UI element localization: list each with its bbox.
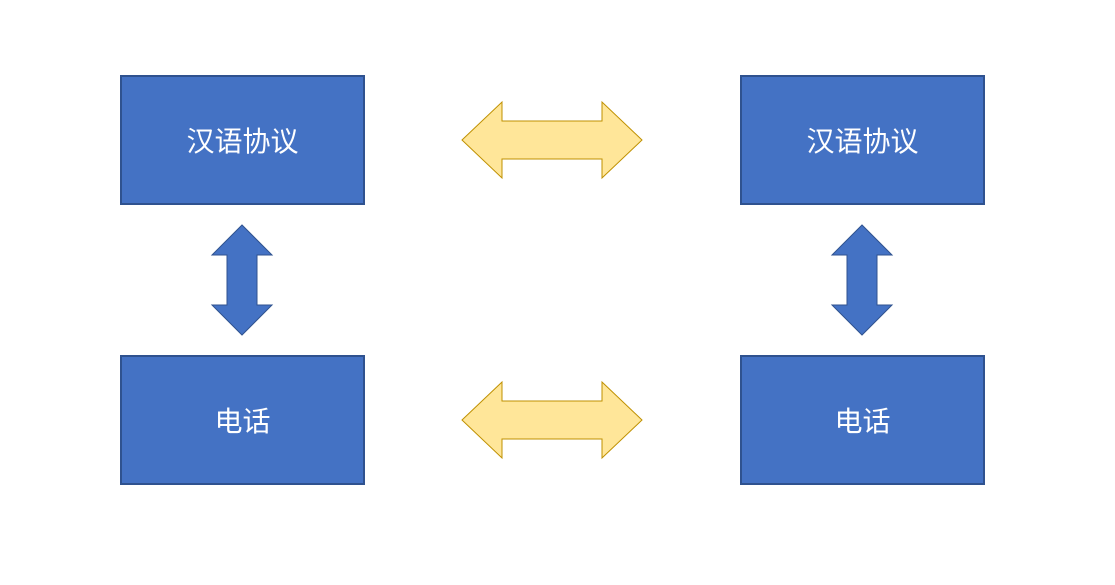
- node-label: 汉语协议: [806, 120, 918, 160]
- node-bottom-right: 电话: [740, 355, 985, 485]
- node-label: 汉语协议: [186, 120, 298, 160]
- node-top-left: 汉语协议: [120, 75, 365, 205]
- node-label: 电话: [214, 400, 270, 440]
- double-arrow-icon: [460, 100, 644, 180]
- double-arrow-icon: [210, 223, 274, 337]
- node-bottom-left: 电话: [120, 355, 365, 485]
- double-arrow-icon: [460, 380, 644, 460]
- node-label: 电话: [834, 400, 890, 440]
- node-top-right: 汉语协议: [740, 75, 985, 205]
- double-arrow-icon: [830, 223, 894, 337]
